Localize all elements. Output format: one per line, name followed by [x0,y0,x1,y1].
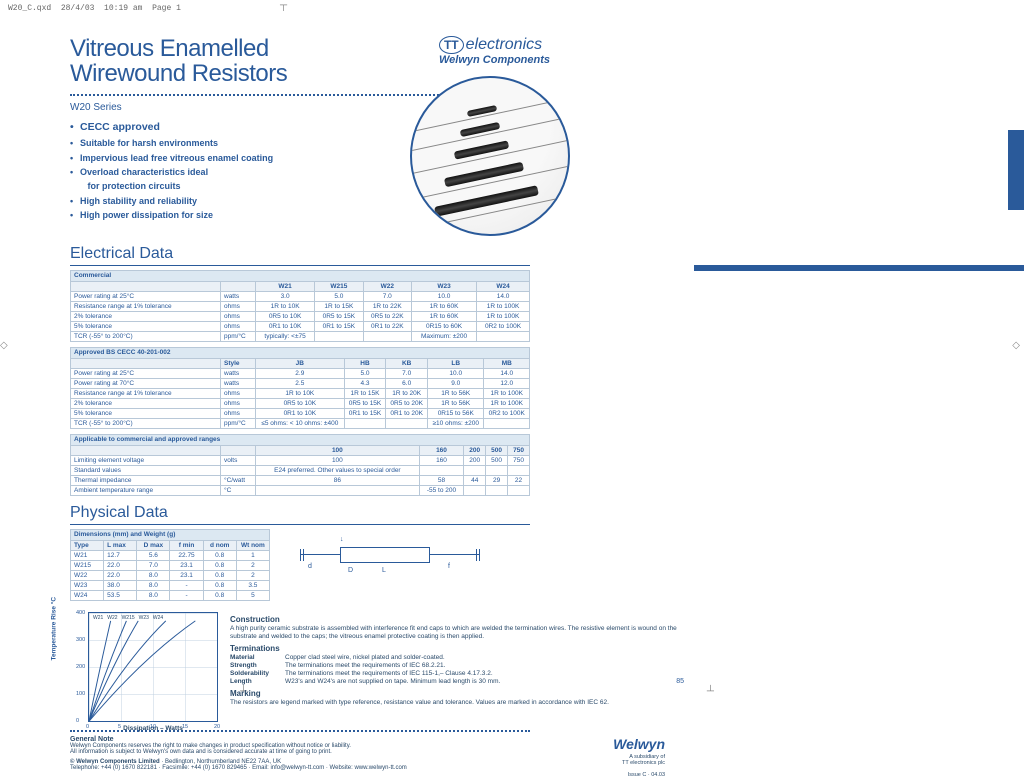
datasheet-page: Vitreous Enamelled Wirewound Resistors T… [70,36,680,656]
logo: TTelectronics Welwyn Components [439,36,550,66]
page-number: 85 [676,678,684,685]
dimension-drawing: d D L f ↓ [290,529,490,579]
cropmark: ◇ [0,340,8,351]
section-electrical: Electrical Data [70,245,530,266]
feature-item: High stability and reliability [70,194,680,208]
feature-item: High power dissipation for size [70,208,680,222]
tbl-applicable: Applicable to commercial and approved ra… [70,434,530,496]
page-meta: W20_C.qxd 28/4/03 10:19 am Page 1 [8,4,181,13]
footer: General Note Welwyn Components reserves … [70,730,530,771]
series-name: W20 Series [70,102,680,113]
feature-item: Suitable for harsh environments [70,136,680,150]
section-physical: Physical Data [70,504,530,525]
cropmark: ◇ [1012,340,1020,351]
cropmark: ┴ [707,686,714,697]
feature-list: CECC approvedSuitable for harsh environm… [70,119,680,222]
feature-item: CECC approved [70,119,680,136]
tbl-commercial: CommercialW21W215W22W23W24Power rating a… [70,270,530,342]
cropmark: ┬ [280,0,287,11]
tbl-approved: Approved BS CECC 40-201-002StyleJBHBKBLB… [70,347,530,429]
page-title: Vitreous Enamelled Wirewound Resistors [70,36,680,86]
derating-graph: W21W22W215W23W24 [88,612,218,722]
tbl-dimensions: Dimensions (mm) and Weight (g)TypeL maxD… [70,529,270,601]
page-tab [1008,130,1024,210]
feature-item: Overload characteristics ideal for prote… [70,165,680,194]
blue-strip [694,265,1024,271]
product-image [410,76,570,236]
feature-item: Impervious lead free vitreous enamel coa… [70,151,680,165]
construction-text: Construction A high purity ceramic subst… [230,612,680,722]
